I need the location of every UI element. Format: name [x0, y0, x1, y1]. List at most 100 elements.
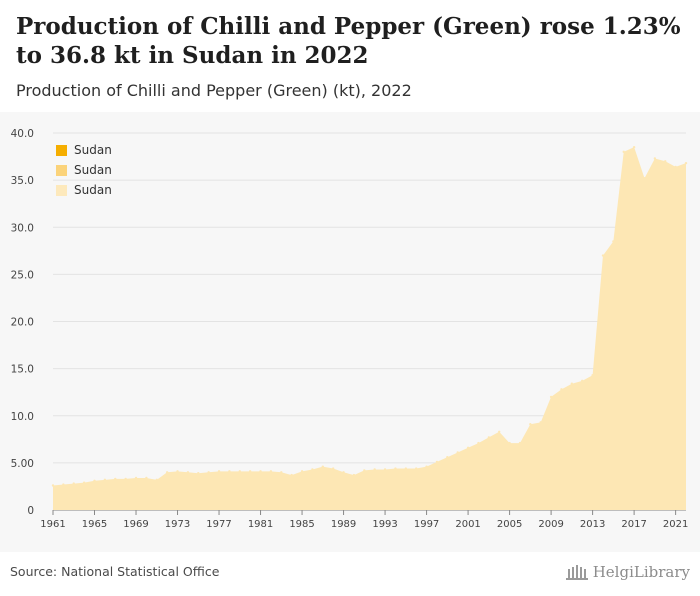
data-point	[446, 456, 449, 459]
legend-label: Sudan	[74, 143, 112, 157]
data-point	[269, 470, 273, 473]
x-tick-label: 1969	[123, 519, 148, 530]
data-point	[300, 470, 304, 473]
data-point	[477, 441, 480, 445]
data-point	[228, 470, 231, 473]
y-tick-label: 35.0	[11, 175, 34, 187]
data-point	[383, 468, 387, 471]
logo-text: HelgiLibrary	[592, 563, 690, 581]
data-point	[435, 460, 439, 464]
y-tick-label: 30.0	[11, 222, 34, 234]
legend-item[interactable]: Sudan	[56, 140, 112, 160]
data-point	[664, 160, 667, 163]
data-point	[82, 481, 86, 484]
data-point	[217, 470, 221, 473]
x-tick-label: 2005	[497, 519, 522, 530]
helgilibrary-logo[interactable]: HelgiLibrary	[565, 561, 690, 583]
data-point	[155, 478, 158, 482]
data-point	[643, 177, 646, 180]
data-point	[290, 473, 293, 477]
y-tick-label: 20.0	[11, 317, 34, 329]
data-point	[62, 483, 65, 486]
x-tick-label: 2021	[663, 519, 688, 530]
legend-item[interactable]: Sudan	[56, 180, 112, 200]
data-point	[321, 465, 325, 468]
data-point	[51, 484, 55, 487]
chart-panel: 0 5.00 10.0 15.0 20.0 25.0 30.0 35.0 40.0 1961 196…	[0, 112, 700, 552]
y-tick-label: 25.0	[11, 269, 34, 281]
data-point	[653, 157, 657, 160]
data-point	[498, 430, 501, 433]
data-point	[539, 421, 542, 424]
y-tick-label: 5.00	[11, 458, 34, 470]
legend-swatch	[56, 164, 67, 176]
x-tick-label: 1981	[248, 519, 273, 530]
data-point	[425, 465, 428, 468]
chart-title: Production of Chilli and Pepper (Green) …	[16, 13, 681, 69]
legend-item[interactable]: Sudan	[56, 160, 112, 180]
legend-swatch	[56, 184, 67, 196]
data-point	[134, 476, 138, 480]
data-point	[581, 379, 584, 383]
data-point	[238, 470, 241, 473]
data-point	[404, 467, 408, 470]
data-point	[529, 423, 532, 426]
x-tick-label: 1989	[331, 519, 356, 530]
data-point	[394, 467, 397, 470]
data-point	[352, 473, 356, 477]
data-point	[93, 479, 96, 482]
data-point	[591, 374, 594, 377]
data-point	[674, 165, 677, 169]
source-note: Source: National Statistical Office	[10, 564, 220, 579]
x-tick-label: 1965	[82, 519, 107, 530]
chart-subtitle: Production of Chilli and Pepper (Green) …	[16, 81, 412, 100]
data-point	[508, 441, 511, 445]
data-point	[124, 477, 127, 481]
x-tick-label: 1973	[165, 519, 190, 530]
data-point	[466, 446, 470, 449]
x-tick-label: 2017	[621, 519, 646, 530]
y-tick-label: 10.0	[11, 411, 34, 423]
data-point	[518, 441, 522, 445]
x-tick-label: 2013	[580, 519, 605, 530]
data-point	[114, 477, 117, 481]
data-point	[622, 150, 625, 154]
x-tick-label: 1993	[372, 519, 397, 530]
area-chart: 0 5.00 10.0 15.0 20.0 25.0 30.0 35.0 40.0 1961 196…	[11, 128, 689, 530]
data-point	[601, 254, 605, 257]
data-point	[207, 471, 210, 474]
x-tick-label: 1985	[289, 519, 314, 530]
data-point	[612, 240, 615, 243]
legend-label: Sudan	[74, 163, 112, 177]
data-point	[280, 471, 283, 474]
area-series-sudan	[53, 147, 686, 510]
data-point	[197, 472, 200, 475]
legend: Sudan Sudan Sudan	[56, 140, 112, 200]
library-building-icon	[565, 565, 588, 580]
y-tick-label: 15.0	[11, 364, 34, 376]
data-point	[632, 145, 636, 149]
x-tick-label: 1977	[206, 519, 231, 530]
x-tick-label: 1961	[40, 519, 65, 530]
data-point	[684, 161, 688, 165]
x-tick-label: 2001	[455, 519, 480, 530]
data-point	[72, 482, 75, 485]
data-point	[414, 467, 418, 470]
data-point	[165, 471, 169, 474]
data-point	[363, 469, 366, 472]
data-point	[176, 470, 179, 473]
data-point	[248, 470, 252, 473]
data-point	[103, 478, 107, 482]
data-point	[456, 451, 459, 454]
data-point	[570, 382, 574, 385]
data-point	[487, 436, 491, 439]
data-point	[342, 471, 345, 474]
y-tick-label: 0	[27, 505, 34, 517]
data-point	[560, 388, 563, 391]
data-point	[549, 395, 553, 399]
x-tick-label: 2009	[538, 519, 563, 530]
x-tick-label: 1997	[414, 519, 439, 530]
data-point	[331, 467, 335, 470]
data-point	[373, 468, 376, 471]
legend-swatch	[56, 144, 67, 156]
